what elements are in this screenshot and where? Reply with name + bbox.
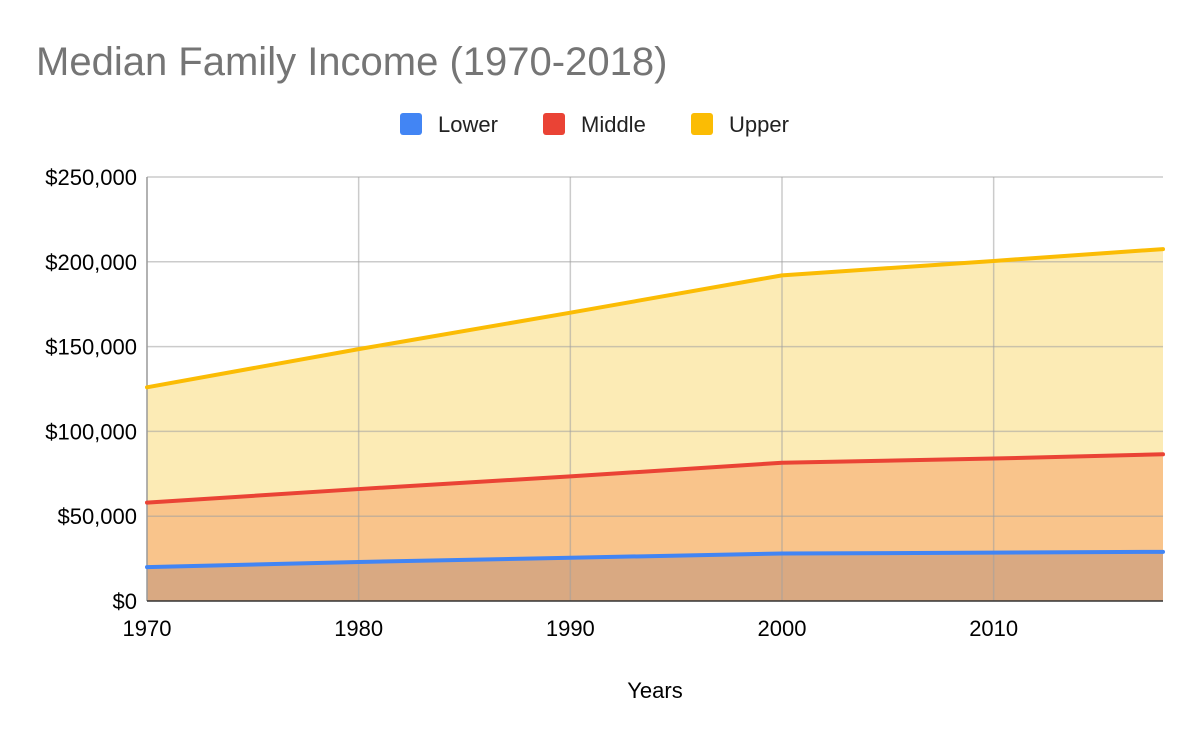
x-axis-ticks: 1970 1980 1990 2000 2010	[123, 616, 1019, 641]
y-tick-label: $100,000	[45, 419, 137, 444]
legend-label: Middle	[581, 112, 646, 137]
y-tick-label: $50,000	[57, 504, 137, 529]
x-tick-label: 1990	[546, 616, 595, 641]
area-fills	[147, 249, 1163, 601]
legend-item-lower: Lower	[400, 112, 498, 137]
legend: Lower Middle Upper	[400, 112, 789, 137]
x-tick-label: 1980	[334, 616, 383, 641]
legend-label: Upper	[729, 112, 789, 137]
y-tick-label: $200,000	[45, 250, 137, 275]
x-tick-label: 2010	[969, 616, 1018, 641]
series-line-lower	[145, 549, 1165, 570]
y-tick-label: $150,000	[45, 335, 137, 360]
legend-swatch	[691, 113, 713, 135]
x-axis-title: Years	[627, 678, 682, 703]
legend-swatch	[400, 113, 422, 135]
series-lines	[145, 247, 1165, 570]
y-axis-ticks: $0 $50,000 $100,000 $150,000 $200,000 $250,00…	[45, 165, 137, 614]
legend-label: Lower	[438, 112, 498, 137]
legend-swatch	[543, 113, 565, 135]
series-line-middle	[145, 452, 1165, 505]
x-tick-label: 2000	[758, 616, 807, 641]
series-line-upper	[145, 247, 1165, 390]
x-tick-label: 1970	[123, 616, 172, 641]
y-tick-label: $0	[113, 589, 137, 614]
chart-title: Median Family Income (1970-2018)	[36, 40, 667, 84]
legend-item-middle: Middle	[543, 112, 646, 137]
area-fill-lower	[147, 551, 1163, 601]
y-tick-label: $250,000	[45, 165, 137, 190]
legend-item-upper: Upper	[691, 112, 789, 137]
